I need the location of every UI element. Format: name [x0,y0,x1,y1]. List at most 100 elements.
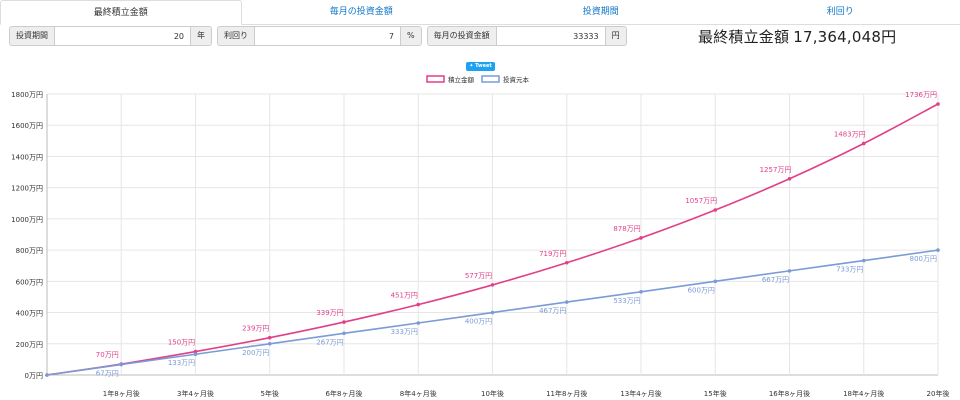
chart-series: 70万円 150万円 239万円 339万円 451万円 577万円 719万円 878万円 1… [45,91,940,378]
data-point [193,352,198,357]
data-point [861,141,866,146]
data-point [564,260,569,265]
x-tick-label: 3年4ヶ月後 [177,389,214,398]
y-tick-label: 1400万円 [11,153,43,161]
data-point [787,176,792,181]
legend-swatch [481,75,500,83]
line-chart: 積立金額 投資元本 0万円 200万円 400万円 600万円 800万円 1000万円 12… [11,75,949,398]
data-point [936,102,940,106]
data-point [639,289,643,294]
x-tick-label: 10年後 [481,389,504,398]
period-label: 投資期間 [10,27,55,45]
y-tick-label: 200万円 [16,341,43,349]
result-value: 17,364,048円 [793,28,897,46]
rate-unit: % [400,27,421,45]
data-point [342,320,346,324]
rate-input[interactable] [255,27,400,45]
data-point [787,269,792,273]
period-unit: 年 [190,27,211,45]
data-point [861,258,866,263]
monthly-input[interactable] [496,27,605,45]
twitter-icon: ✦ [469,63,474,69]
x-tick-label: 16年8ヶ月後 [769,389,810,398]
data-point [416,302,421,307]
legend-swatch [426,75,445,83]
y-tick-label: 800万円 [16,247,43,255]
data-label: 1483万円 [834,130,866,138]
monthly-unit: 円 [604,27,626,45]
data-label: 267万円 [316,338,343,346]
x-tick-label: 8年4ヶ月後 [400,389,437,398]
monthly-group: 毎月の投資金額 円 [426,26,627,46]
data-label: 878万円 [613,225,640,233]
rate-group: 利回り % [217,26,422,46]
legend-label: 投資元本 [503,75,530,84]
data-point [45,373,49,377]
x-tick-label: 15年後 [704,389,727,398]
x-tick-label: 6年8ヶ月後 [326,389,363,398]
x-tick-label: 18年4ヶ月後 [843,389,884,398]
y-tick-label: 1000万円 [11,216,43,224]
x-tick-label: 11年8ヶ月後 [546,389,587,398]
tab-bar: 最終積立金額 毎月の投資金額 投資期間 利回り [0,0,960,25]
tab-period[interactable]: 投資期間 [582,7,619,17]
x-tick-label: 13年4ヶ月後 [620,389,661,398]
tab-monthly-amount[interactable]: 毎月の投資金額 [329,7,393,17]
input-row: 投資期間 年 利回り % 毎月の投資金額 円 [9,26,632,46]
tweet-label: Tweet [475,63,492,69]
data-label: 333万円 [391,328,418,336]
data-label: 733万円 [836,266,863,274]
data-label: 467万円 [539,307,566,315]
tab-rate[interactable]: 利回り [826,7,854,17]
data-point [936,248,940,252]
data-label: 339万円 [316,309,343,317]
data-point [267,341,272,346]
tweet-button[interactable]: ✦ Tweet [466,62,495,71]
y-tick-label: 1800万円 [11,91,43,99]
data-point [267,335,272,340]
period-group: 投資期間 年 [9,26,212,46]
data-point [490,310,495,315]
data-point [639,236,643,240]
y-tick-label: 400万円 [16,310,43,318]
chart-grid [46,93,939,376]
rate-label: 利回り [218,27,255,45]
x-tick-label: 1年8ヶ月後 [103,389,140,398]
data-label: 600万円 [688,286,715,294]
data-label: 1057万円 [685,197,717,205]
data-label: 1736万円 [905,91,937,99]
monthly-label: 毎月の投資金額 [427,27,497,45]
chart-axes: 0万円 200万円 400万円 600万円 800万円 1000万円 1200万円 1400万… [11,91,949,398]
data-label: 200万円 [242,349,269,357]
y-tick-label: 1600万円 [11,122,43,130]
data-label: 719万円 [539,250,566,258]
data-label: 451万円 [391,292,418,300]
data-point [713,208,718,212]
data-label: 150万円 [168,339,195,347]
data-label: 70万円 [96,351,119,359]
chart-legend: 積立金額 投資元本 [426,75,530,84]
legend-label: 積立金額 [448,75,475,84]
data-point [416,321,421,325]
data-label: 800万円 [910,255,937,263]
series-principal: 67万円 133万円 200万円 267万円 333万円 400万円 467万円 533万円 6… [45,248,940,378]
data-label: 577万円 [465,272,492,280]
data-label: 1257万円 [760,166,792,174]
data-point [713,279,718,284]
y-tick-label: 600万円 [16,278,43,286]
series-final-amount: 70万円 150万円 239万円 339万円 451万円 577万円 719万円 878万円 1… [45,91,940,377]
y-tick-label: 1200万円 [11,185,43,193]
data-label: 133万円 [168,359,195,367]
x-tick-label: 5年後 [261,389,279,398]
period-input[interactable] [55,27,190,45]
data-label: 239万円 [242,325,269,333]
data-label: 533万円 [613,297,640,305]
data-label: 400万円 [465,318,492,326]
x-tick-label: 20年後 [927,389,950,398]
data-point [490,283,495,287]
data-label: 667万円 [762,276,789,284]
tab-final-amount[interactable]: 最終積立金額 [0,0,242,25]
data-point [564,300,569,304]
result-summary: 最終積立金額 17,364,048円 [698,26,900,47]
data-point [119,362,124,367]
